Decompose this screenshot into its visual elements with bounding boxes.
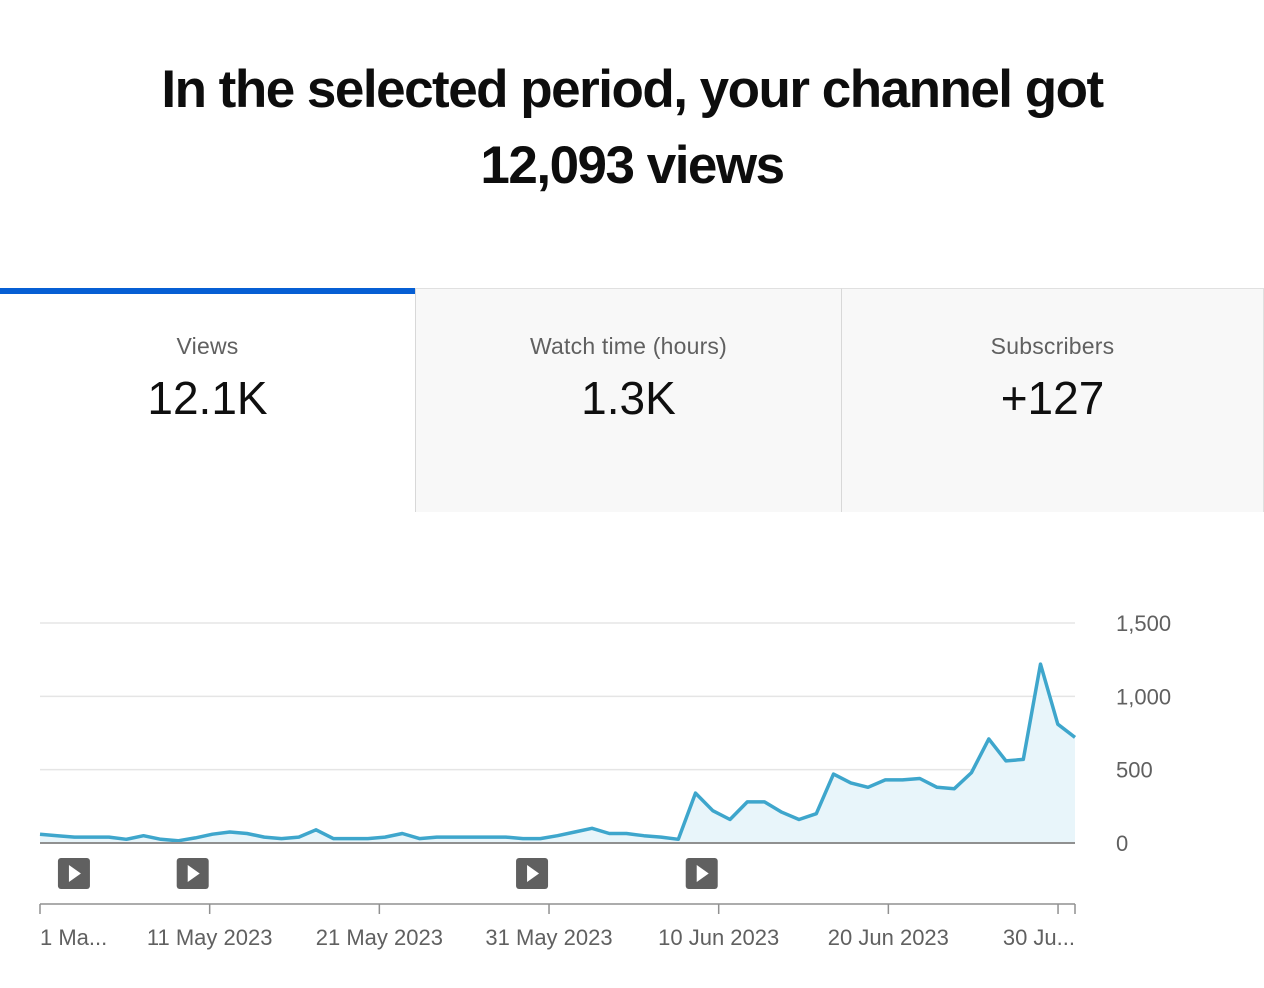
- y-tick-label: 1,500: [1116, 611, 1171, 636]
- series-line: [39, 662, 1077, 843]
- x-tick-label: 10 Jun 2023: [658, 925, 779, 950]
- metric-tabs: Views 12.1K Watch time (hours) 1.3K Subs…: [0, 288, 1264, 512]
- series-area: [40, 664, 1075, 843]
- tab-watch-time-label: Watch time (hours): [529, 333, 727, 359]
- tab-views-label: Views: [176, 333, 239, 359]
- headline-line-1: In the selected period, your channel got: [161, 60, 1104, 119]
- play-icon: [68, 865, 81, 882]
- x-tick-label: 21 May 2023: [316, 925, 443, 950]
- x-tick-label: 11 May 2023: [147, 925, 273, 950]
- page-headline: In the selected period, your channel got…: [0, 52, 1264, 204]
- tab-subscribers-label: Subscribers: [990, 333, 1115, 359]
- tab-views[interactable]: Views 12.1K: [0, 288, 415, 512]
- x-tick-label: 31 May 2023: [485, 925, 612, 950]
- y-tick-label: 0: [1116, 831, 1128, 856]
- x-tick-label: 30 Ju...: [1003, 925, 1075, 950]
- play-icon: [527, 865, 540, 882]
- tab-subscribers-value: +127: [1000, 372, 1105, 424]
- play-icon: [187, 865, 200, 882]
- y-tick-label: 500: [1116, 758, 1153, 783]
- video-marker[interactable]: [685, 858, 718, 889]
- views-chart: 1,500 1,000 500 0 1 Ma... 11 May 2023 21 May 2…: [39, 611, 1171, 950]
- tab-watch-time[interactable]: Watch time (hours) 1.3K: [415, 288, 841, 512]
- y-tick-label: 1,000: [1116, 684, 1171, 709]
- x-tick-label: 20 Jun 2023: [828, 925, 949, 950]
- headline-line-2: 12,093 views: [480, 136, 785, 195]
- x-tick-label: 1 Ma...: [40, 925, 107, 950]
- video-marker[interactable]: [176, 858, 209, 889]
- tab-views-value: 12.1K: [147, 372, 268, 424]
- tab-subscribers[interactable]: Subscribers +127: [841, 288, 1264, 512]
- tab-watch-time-value: 1.3K: [581, 372, 676, 424]
- video-marker[interactable]: [516, 858, 549, 889]
- video-marker[interactable]: [57, 858, 90, 889]
- play-icon: [696, 865, 709, 882]
